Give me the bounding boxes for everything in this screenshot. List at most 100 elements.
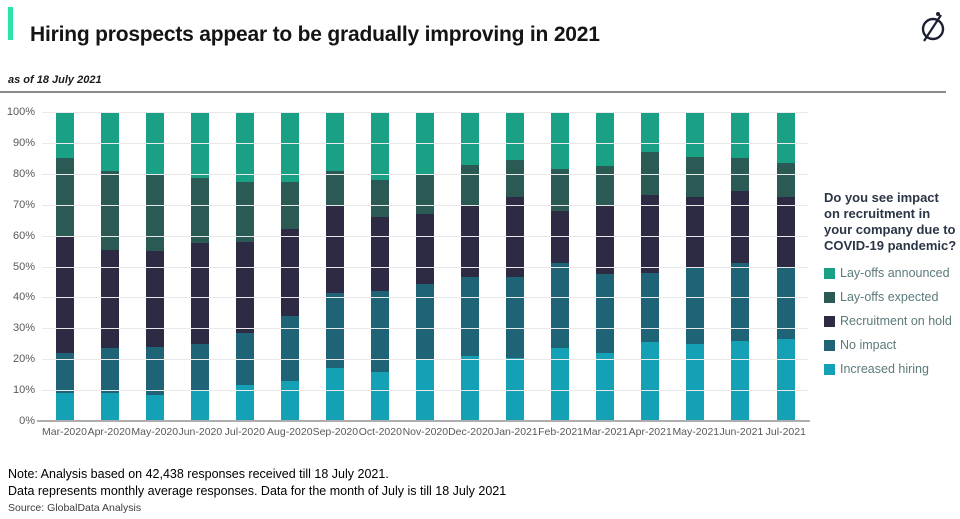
bar-segment bbox=[280, 315, 299, 381]
bar-segment bbox=[731, 112, 750, 159]
legend-label: Lay-offs expected bbox=[840, 290, 939, 305]
y-tick-label: 40% bbox=[12, 291, 35, 304]
legend-label: Increased hiring bbox=[840, 362, 929, 377]
bar-segment bbox=[641, 342, 660, 421]
bar-segment bbox=[776, 112, 795, 164]
legend-swatch-icon bbox=[824, 291, 835, 303]
bar-segment bbox=[325, 170, 344, 207]
bar-segment bbox=[280, 380, 299, 421]
bar-segment bbox=[370, 180, 389, 218]
stacked-bar-Feb-2021 bbox=[551, 112, 570, 421]
bar-segment bbox=[776, 197, 795, 269]
legend-swatch-icon bbox=[824, 363, 835, 375]
stacked-bar-May-2020 bbox=[145, 112, 164, 421]
bar-segment bbox=[235, 241, 254, 333]
bar-segment bbox=[280, 229, 299, 316]
bar-segment bbox=[596, 166, 615, 205]
bar-segment bbox=[235, 181, 254, 242]
bar-slot bbox=[763, 112, 808, 421]
bar-segment bbox=[461, 277, 480, 357]
legend-item: Increased hiring bbox=[824, 362, 958, 376]
bar-slot bbox=[177, 112, 222, 421]
legend: Do you see impact on recruitment in your… bbox=[824, 190, 958, 386]
legend-swatch-icon bbox=[824, 339, 835, 351]
legend-item: Lay-offs announced bbox=[824, 266, 958, 280]
bar-segment bbox=[596, 204, 615, 275]
plot-area bbox=[37, 112, 810, 422]
y-tick-label: 0% bbox=[19, 415, 35, 427]
bar-segment bbox=[686, 156, 705, 197]
bar-segment bbox=[280, 112, 299, 182]
legend-item: Recruitment on hold bbox=[824, 314, 958, 328]
x-tick-label: Apr-2021 bbox=[628, 426, 672, 438]
x-tick-label: Nov-2020 bbox=[402, 426, 449, 438]
bar-segment bbox=[551, 210, 570, 264]
bar-segment bbox=[55, 158, 74, 236]
bar-segment bbox=[461, 204, 480, 278]
bar-segment bbox=[145, 394, 164, 421]
bar-segment bbox=[641, 112, 660, 153]
x-tick-label: Jul-2020 bbox=[224, 426, 265, 438]
stacked-bar-Jun-2020 bbox=[190, 112, 209, 421]
x-tick-label: Apr-2020 bbox=[87, 426, 131, 438]
page-title: Hiring prospects appear to be gradually … bbox=[30, 23, 600, 47]
globaldata-logo-icon bbox=[916, 9, 950, 45]
bar-segment bbox=[100, 112, 119, 171]
y-tick-label: 80% bbox=[12, 167, 35, 180]
y-tick-label: 30% bbox=[12, 322, 35, 335]
bar-segment bbox=[776, 268, 795, 340]
bar-segment bbox=[596, 112, 615, 167]
x-tick-label: Jun-2021 bbox=[719, 426, 764, 438]
bar-segment bbox=[55, 112, 74, 159]
x-tick-label: Jul-2021 bbox=[765, 426, 806, 438]
stacked-bar-Jul-2020 bbox=[235, 112, 254, 421]
legend-item: Lay-offs expected bbox=[824, 290, 958, 304]
x-tick-label: Oct-2020 bbox=[358, 426, 402, 438]
bar-segment bbox=[100, 393, 119, 421]
y-tick-label: 20% bbox=[12, 353, 35, 366]
bar-segment bbox=[461, 356, 480, 421]
x-tick-label: Jan-2021 bbox=[493, 426, 538, 438]
bar-segment bbox=[551, 112, 570, 170]
bar-segment bbox=[325, 292, 344, 369]
bar-segment bbox=[416, 173, 435, 214]
bar-segment bbox=[551, 169, 570, 211]
bar-segment bbox=[190, 112, 209, 179]
bar-segment bbox=[641, 272, 660, 343]
bar-segment bbox=[190, 178, 209, 244]
bar-segment bbox=[686, 112, 705, 157]
bar-slot bbox=[583, 112, 628, 421]
x-tick-label: Mar-2021 bbox=[583, 426, 628, 438]
bar-segment bbox=[145, 346, 164, 395]
bar-segment bbox=[551, 348, 570, 421]
bar-slot bbox=[132, 112, 177, 421]
bar-segment bbox=[55, 235, 74, 354]
bar-segment bbox=[145, 175, 164, 252]
bar-segment bbox=[325, 206, 344, 293]
bar-segment bbox=[145, 251, 164, 347]
footnotes: Note: Analysis based on 42,438 responses… bbox=[8, 466, 506, 514]
bar-segment bbox=[55, 353, 74, 394]
y-tick-label: 60% bbox=[12, 229, 35, 242]
bars-row bbox=[42, 112, 808, 421]
source-label: Source: GlobalData Analysis bbox=[8, 502, 142, 514]
bar-segment bbox=[686, 268, 705, 344]
bar-segment bbox=[325, 112, 344, 171]
note-line-1: Note: Analysis based on 42,438 responses… bbox=[8, 467, 389, 481]
stacked-bar-Jul-2021 bbox=[776, 112, 795, 421]
x-axis: Mar-2020 Apr-2020 May-2020 Jun-2020 Jul-2020… bbox=[42, 426, 808, 438]
bar-segment bbox=[776, 163, 795, 197]
legend-swatch-icon bbox=[824, 315, 835, 327]
x-tick-label: Aug-2020 bbox=[267, 426, 313, 438]
bar-segment bbox=[776, 339, 795, 421]
bar-segment bbox=[370, 112, 389, 180]
header-divider bbox=[0, 91, 946, 93]
bar-segment bbox=[190, 243, 209, 344]
bar-slot bbox=[403, 112, 448, 421]
y-tick-label: 10% bbox=[12, 384, 35, 397]
bar-segment bbox=[235, 385, 254, 421]
bar-segment bbox=[100, 170, 119, 250]
bar-segment bbox=[731, 263, 750, 341]
stacked-bar-May-2021 bbox=[686, 112, 705, 421]
bar-segment bbox=[506, 159, 525, 197]
